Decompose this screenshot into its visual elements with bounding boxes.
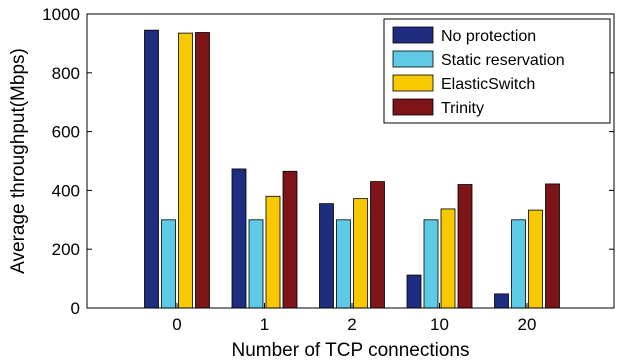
bar-no-protection-10: [406, 274, 422, 309]
bar-no-protection-2: [319, 203, 334, 309]
y-tick-label: 0: [71, 299, 80, 318]
bar-elasticswitch-10: [440, 208, 456, 309]
y-tick-label: 800: [52, 64, 80, 83]
y-tick-label: 600: [52, 123, 80, 142]
legend-swatch: [392, 74, 434, 92]
legend-label: No protection: [441, 28, 536, 45]
plot-frame: [86, 13, 615, 309]
bar-no-protection-20: [494, 293, 509, 309]
bar-trinity-1: [282, 170, 298, 309]
bar-trinity-10: [457, 184, 473, 309]
legend-label: ElasticSwitch: [441, 76, 535, 93]
legend-label: Static reservation: [441, 52, 565, 69]
x-tick-label: 1: [260, 315, 269, 334]
legend: No protection Static reservation ElasticSw…: [383, 18, 611, 124]
x-tick-label: 10: [430, 315, 449, 334]
bar-trinity-2: [370, 181, 385, 309]
bars-group: [144, 29, 560, 309]
x-tick-label: 2: [347, 315, 356, 334]
bar-static-reservation-1: [248, 219, 264, 309]
x-tick-label: 0: [172, 315, 181, 334]
bar-trinity-0: [195, 32, 210, 309]
bar-static-reservation-20: [511, 219, 526, 309]
bar-elasticswitch-20: [528, 209, 543, 309]
bar-elasticswitch-2: [353, 198, 368, 309]
x-axis-ticks: 0 1 2 10 20: [172, 303, 536, 334]
y-axis-ticks: 0 200 400 600 800 1000: [42, 5, 614, 318]
y-tick-label: 400: [52, 181, 80, 200]
bar-static-reservation-2: [336, 219, 351, 309]
y-axis-title: Average throughput(Mbps): [8, 48, 29, 274]
bar-no-protection-0: [144, 29, 159, 309]
y-tick-label: 1000: [42, 5, 80, 24]
y-tick-label: 200: [52, 240, 80, 259]
bar-static-reservation-0: [161, 219, 176, 309]
legend-swatch: [392, 98, 434, 116]
legend-swatch: [392, 50, 434, 68]
bar-elasticswitch-0: [178, 32, 193, 309]
bar-elasticswitch-1: [265, 195, 281, 309]
legend-swatch: [392, 26, 434, 44]
bar-static-reservation-10: [423, 219, 439, 309]
bar-trinity-20: [545, 183, 560, 309]
legend-items: No protection Static reservation ElasticSw…: [392, 26, 565, 117]
legend-label: Trinity: [441, 100, 484, 117]
bar-no-protection-1: [231, 168, 247, 309]
x-axis-title: Number of TCP connections: [232, 340, 470, 361]
x-tick-label: 20: [518, 315, 537, 334]
